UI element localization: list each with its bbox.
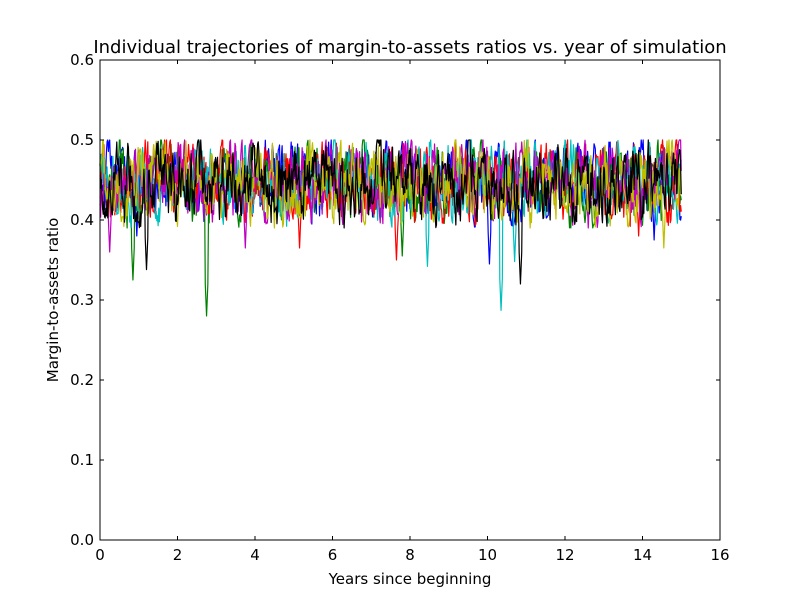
x-tick-label: 14 — [633, 546, 652, 564]
y-tick-label: 0.1 — [70, 451, 94, 469]
ticks-layer: 0 2 4 6 8 10 12 14 16 0.0 0.1 0.2 0.3 0.4 0.5 0.6 — [70, 51, 729, 564]
x-tick-label: 12 — [555, 546, 574, 564]
plot-frame — [99, 59, 721, 541]
x-tick-label: 0 — [95, 546, 105, 564]
x-tick-label: 8 — [405, 546, 415, 564]
x-tick-label: 10 — [478, 546, 497, 564]
y-tick-label: 0.0 — [70, 531, 94, 549]
y-tick-label: 0.4 — [70, 211, 94, 229]
x-tick-label: 6 — [328, 546, 338, 564]
chart-title: Individual trajectories of margin-to-ass… — [93, 37, 726, 58]
trajectory-line-6 — [99, 139, 682, 285]
plot-area-background — [100, 60, 720, 540]
series-layer — [99, 139, 682, 317]
y-axis-label: Margin-to-assets ratio — [44, 218, 62, 383]
y-tick-label: 0.2 — [70, 371, 94, 389]
y-tick-label: 0.5 — [70, 131, 94, 149]
y-tick-label: 0.6 — [70, 51, 94, 69]
y-tick-label: 0.3 — [70, 291, 94, 309]
trajectory-line-4 — [99, 139, 682, 253]
x-tick-label: 2 — [173, 546, 183, 564]
x-axis-label: Years since beginning — [328, 570, 492, 588]
x-tick-label: 16 — [710, 546, 729, 564]
x-tick-label: 4 — [250, 546, 260, 564]
